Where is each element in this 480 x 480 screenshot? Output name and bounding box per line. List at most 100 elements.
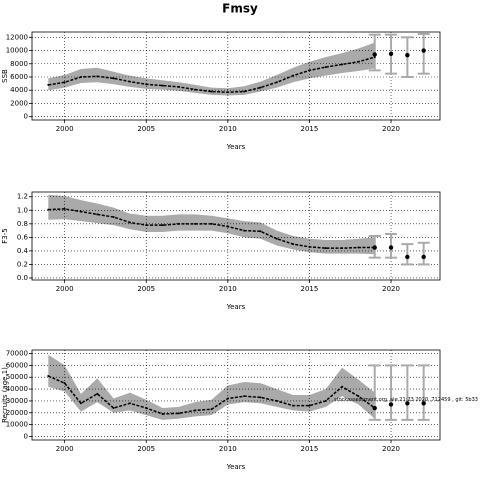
x-tick-label: 2020 [382,285,400,293]
line-dot [308,404,311,407]
y-tick-label: 50000 [6,373,28,381]
plot-frame [31,31,441,121]
median-line [48,208,375,249]
line-dot [373,56,376,59]
point [388,402,394,407]
plot-frame [31,349,441,441]
y-tick-label: 40000 [6,385,28,393]
x-tick-label: 2005 [137,285,155,293]
line-dot [210,222,213,225]
point [372,245,377,250]
y-tick-label: 0.6 [17,233,29,241]
line-dot [308,245,311,248]
line-dot [96,75,99,78]
line-dot [275,237,278,240]
y-tick-label: 1.2 [17,193,28,201]
line-dot [177,412,180,415]
y-tick-label: 8000 [10,60,28,68]
line-dot [47,375,50,378]
y-tick-label: 10000 [6,421,28,429]
line-dot [112,407,115,410]
x-tick-label: 2015 [301,285,319,293]
x-tick-label: 2015 [301,445,319,453]
line-dot [357,395,360,398]
x-tick-label: 2015 [301,125,319,133]
line-dot [79,75,82,78]
x-tick-label: 2005 [137,125,155,133]
y-axis-label: SSB [1,69,9,83]
line-dot [210,408,213,411]
y-tick-label: 4000 [10,86,28,94]
line-dot [47,208,50,211]
point [421,401,426,406]
point [421,254,426,260]
x-axis-label: Years [226,143,246,151]
point [372,52,377,57]
y-tick-label: 0.8 [17,220,28,228]
line-dot [177,85,180,88]
point [388,51,394,57]
line-dot [226,91,229,94]
line-dot [194,409,197,412]
y-tick-label: 0.0 [17,274,28,282]
line-dot [63,382,66,385]
line-dot [96,213,99,216]
x-tick-label: 2010 [219,285,237,293]
line-dot [259,396,262,399]
line-dot [308,69,311,72]
line-dot [341,63,344,66]
line-dot [161,224,164,227]
x-axis-label: Years [226,463,246,471]
y-tick-label: 60000 [6,361,28,369]
y-tick-label: 2000 [10,99,28,107]
line-dot [357,60,360,63]
line-dot [63,207,66,210]
line-dot [128,80,131,83]
line-dot [259,230,262,233]
line-dot [292,404,295,407]
annotation: stockassessment.org, ale 21:23 2020 ,712… [334,397,478,403]
y-tick-label: 20000 [6,409,28,417]
line-dot [243,229,246,232]
x-tick-label: 2000 [56,125,74,133]
x-tick-label: 2010 [219,445,237,453]
line-dot [79,210,82,213]
point [405,254,410,260]
y-tick-label: 0.4 [17,247,29,255]
y-tick-label: 30000 [6,397,28,405]
median-line [48,56,375,93]
line-dot [357,246,360,249]
line-dot [128,221,131,224]
line-dot [324,399,327,402]
y-tick-label: 0 [24,432,28,440]
y-tick-label: 1.0 [17,206,28,214]
line-dot [324,66,327,69]
x-axis-label: Years [226,303,246,311]
line-dot [47,83,50,86]
line-dot [96,392,99,395]
line-dot [341,247,344,250]
line-dot [243,90,246,93]
line-dot [226,225,229,228]
y-tick-label: 6000 [10,73,28,81]
line-dot [145,224,148,227]
line-dot [324,247,327,250]
plot-frame [31,191,441,281]
point [405,401,410,406]
line-dot [194,222,197,225]
line-dot [112,77,115,80]
line-dot [63,81,66,84]
y-axis-label: Recruits (age 1) [1,367,9,423]
line-dot [161,412,164,415]
x-tick-label: 2000 [56,445,74,453]
y-tick-label: 10000 [6,47,28,55]
y-tick-label: 0 [24,113,28,121]
y-tick-label: 12000 [6,33,28,41]
figure-title: Fmsy [222,2,258,16]
line-dot [79,402,82,405]
point [372,405,377,411]
y-tick-label: 70000 [6,350,28,358]
y-tick-label: 0.2 [17,260,28,268]
line-dot [128,402,131,405]
